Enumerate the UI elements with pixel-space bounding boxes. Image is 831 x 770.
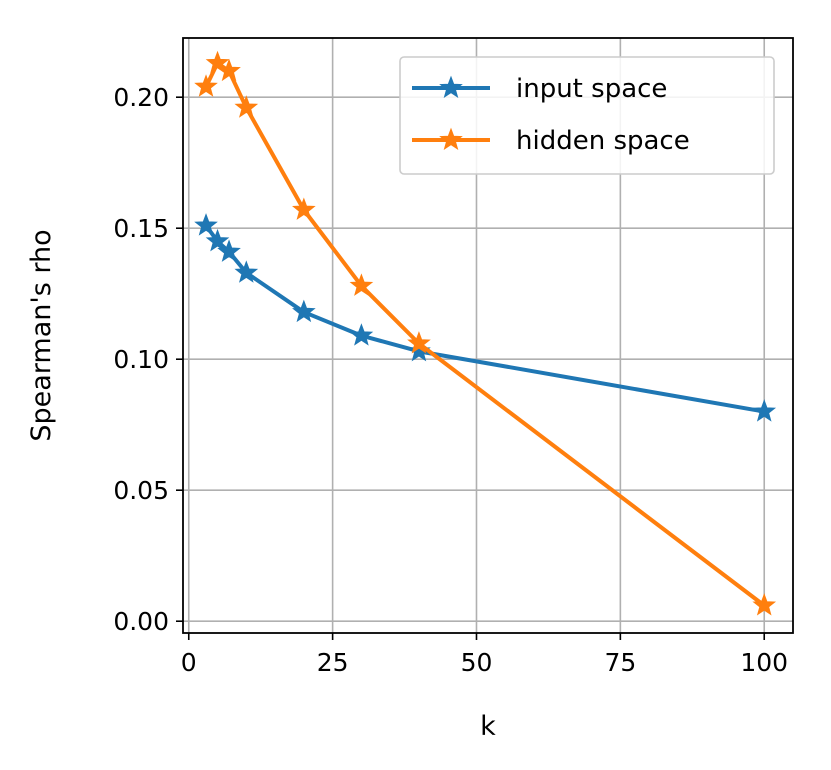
data-point bbox=[205, 50, 230, 74]
data-point bbox=[194, 213, 218, 236]
y-tick-label: 0.20 bbox=[113, 83, 169, 112]
data-point bbox=[194, 74, 218, 97]
axis-ticks: 0 25 50 75 100 0.00 0.05 0.10 0.15 0.20 bbox=[113, 83, 788, 677]
legend: input space hidden space bbox=[399, 56, 775, 175]
series-hidden-space bbox=[194, 50, 777, 616]
legend-label: hidden space bbox=[516, 126, 690, 156]
series-line bbox=[204, 223, 767, 414]
x-tick-label: 50 bbox=[461, 648, 493, 677]
data-point bbox=[217, 58, 241, 82]
legend-label: input space bbox=[516, 74, 667, 104]
data-point bbox=[292, 299, 316, 323]
x-axis-label: k bbox=[480, 711, 496, 742]
series-layer bbox=[194, 50, 777, 616]
x-tick-label: 25 bbox=[317, 648, 349, 677]
y-tick-label: 0.00 bbox=[113, 607, 169, 636]
legend-marker bbox=[439, 75, 463, 99]
y-tick-label: 0.05 bbox=[113, 476, 169, 505]
y-tick-label: 0.15 bbox=[113, 214, 169, 243]
legend-box bbox=[399, 56, 775, 175]
data-point bbox=[217, 239, 241, 262]
data-point bbox=[292, 197, 316, 220]
data-point bbox=[349, 323, 374, 346]
data-point bbox=[407, 331, 431, 354]
data-point bbox=[205, 228, 230, 252]
y-tick-label: 0.10 bbox=[113, 345, 169, 374]
data-point bbox=[349, 273, 374, 296]
series-input-space bbox=[194, 213, 777, 422]
x-tick-label: 100 bbox=[740, 648, 788, 677]
data-point bbox=[234, 260, 259, 283]
y-axis-label: Spearman's rho bbox=[26, 229, 57, 441]
data-point bbox=[752, 593, 777, 616]
data-point bbox=[752, 399, 777, 422]
plot-frame bbox=[182, 37, 794, 634]
x-tick-label: 75 bbox=[604, 648, 636, 677]
legend-marker bbox=[439, 127, 463, 151]
x-tick-label: 0 bbox=[181, 648, 197, 677]
data-point bbox=[234, 95, 259, 118]
